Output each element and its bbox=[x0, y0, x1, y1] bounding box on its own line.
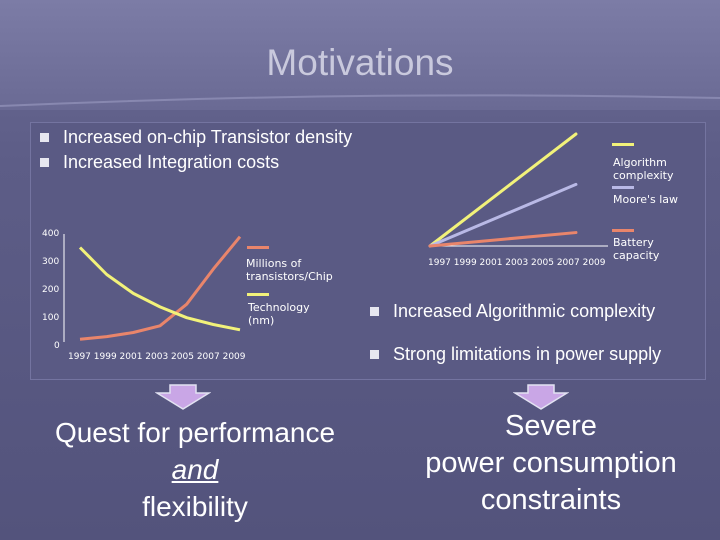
legend-swatch bbox=[612, 186, 634, 189]
bullet-square-icon bbox=[370, 307, 379, 316]
legend-swatch bbox=[612, 229, 634, 232]
caption-line: Quest for performance bbox=[54, 417, 336, 448]
legend-label: Moore's law bbox=[613, 193, 679, 206]
caption-line: power consumption bbox=[425, 447, 677, 479]
bullet-item: Increased Integration costs bbox=[40, 151, 360, 174]
caption-line: Severe bbox=[505, 410, 597, 442]
y-tick-label: 200 bbox=[42, 285, 60, 295]
slide-title: Motivations bbox=[266, 42, 454, 83]
caption-line: flexibility bbox=[142, 491, 248, 522]
chart1-svg bbox=[63, 234, 242, 342]
chart2-svg bbox=[428, 132, 608, 248]
content-panel bbox=[30, 122, 706, 380]
legend-swatch bbox=[612, 143, 634, 146]
bullet-square-icon bbox=[370, 350, 379, 359]
y-tick-label: 100 bbox=[42, 313, 60, 323]
series-line bbox=[428, 231, 578, 248]
right-bullet-list: Increased Algorithmic complexity Strong … bbox=[370, 300, 661, 386]
down-arrow-icon bbox=[513, 384, 569, 410]
top-bullet-list: Increased on-chip Transistor density Inc… bbox=[40, 126, 360, 176]
y-tick-label: 0 bbox=[54, 341, 60, 351]
bullet-item: Increased on-chip Transistor density bbox=[40, 126, 360, 149]
legend-swatch bbox=[247, 246, 269, 249]
x-tick-label: 1997 1999 2001 2003 2005 2007 2009 bbox=[428, 258, 606, 268]
legend-label: Technology (nm) bbox=[248, 301, 310, 327]
series-line bbox=[79, 235, 242, 341]
left-caption: Quest for performance and flexibility bbox=[20, 414, 370, 525]
legend-swatch bbox=[247, 293, 269, 296]
bullet-text: Increased Integration costs bbox=[63, 152, 280, 172]
series-line bbox=[428, 132, 578, 248]
caption-line: and bbox=[171, 454, 219, 485]
y-tick-label: 400 bbox=[42, 229, 60, 239]
bullet-square-icon bbox=[40, 158, 49, 167]
bullet-item: Increased Algorithmic complexity bbox=[370, 300, 661, 323]
transistor-technology-chart bbox=[30, 226, 360, 366]
legend-label: Millions of transistors/Chip bbox=[246, 257, 333, 283]
x-tick-label: 1997 1999 2001 2003 2005 2007 2009 bbox=[68, 352, 246, 362]
title-band bbox=[0, 0, 720, 110]
bullet-text: Increased on-chip Transistor density bbox=[63, 127, 353, 147]
bullet-text: Increased Algorithmic complexity bbox=[393, 301, 656, 321]
title-divider-line bbox=[0, 94, 720, 107]
caption-line: constraints bbox=[480, 484, 622, 516]
bullet-square-icon bbox=[40, 133, 49, 142]
series-line bbox=[428, 182, 578, 248]
bullet-text: Strong limitations in power supply bbox=[393, 344, 662, 364]
right-caption: Severe power consumption constraints bbox=[396, 408, 706, 519]
y-tick-label: 300 bbox=[42, 257, 60, 267]
complexity-chart bbox=[418, 128, 618, 258]
legend-label: Algorithm complexity bbox=[613, 156, 674, 182]
bullet-item: Strong limitations in power supply bbox=[370, 343, 661, 366]
legend-label: Battery capacity bbox=[613, 236, 660, 262]
series-line bbox=[78, 246, 241, 332]
down-arrow-icon bbox=[155, 384, 211, 410]
